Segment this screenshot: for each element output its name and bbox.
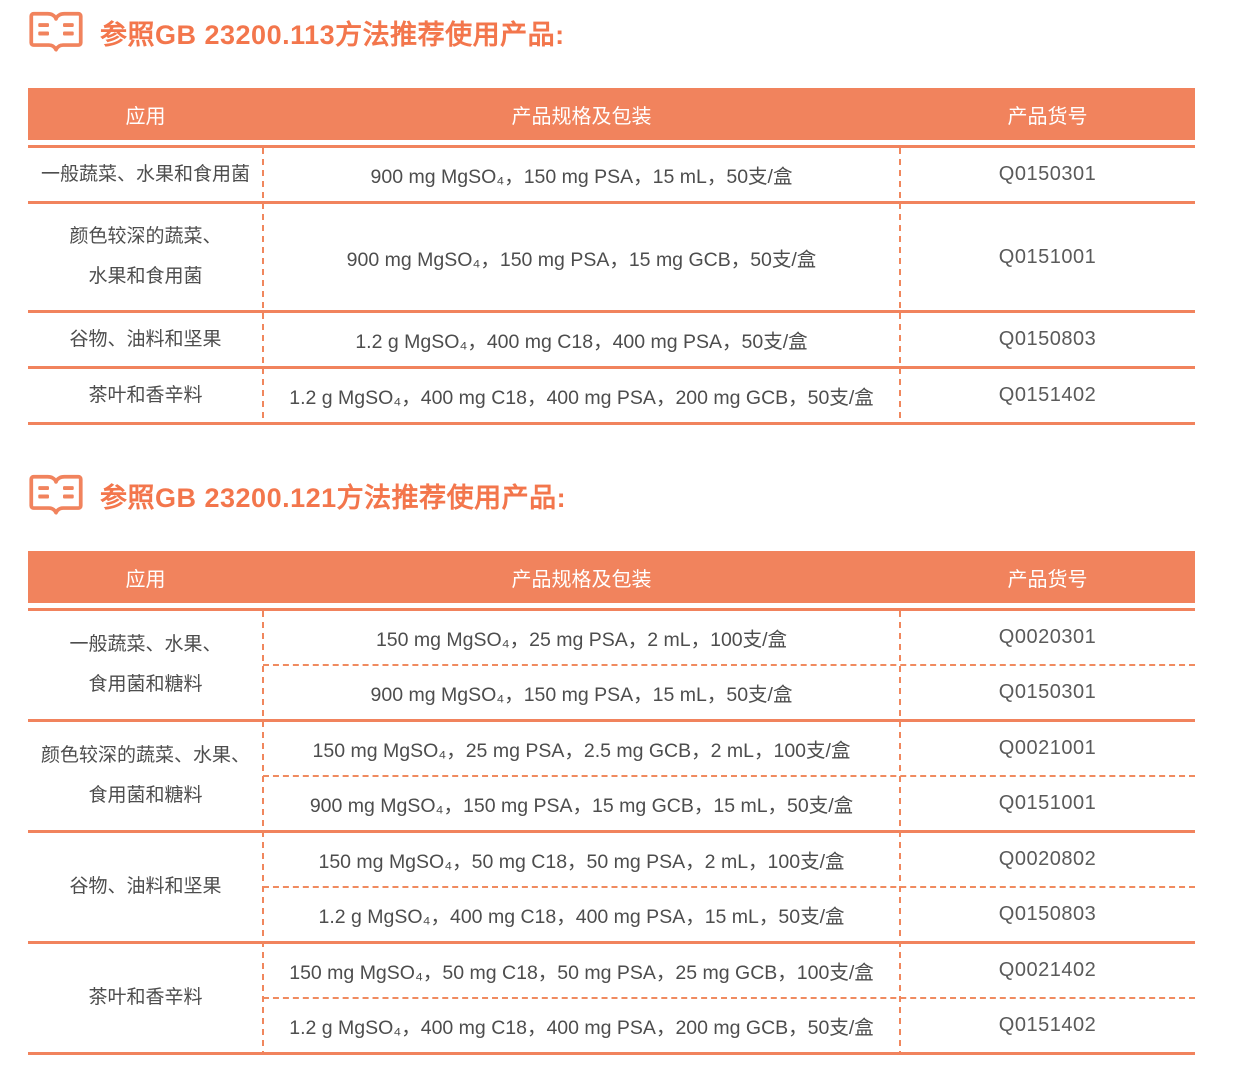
spec-cell: 1.2 g MgSO₄，400 mg C18，400 mg PSA，15 mL，…	[318, 906, 845, 928]
section-gb-23200-121: 参照GB 23200.121方法推荐使用产品: 应用 产品规格及包装 产品货号 …	[28, 471, 1195, 1055]
code-cell: Q0151001	[998, 245, 1097, 268]
spec-cell: 1.2 g MgSO₄，400 mg C18，400 mg PSA，200 mg…	[289, 387, 874, 409]
spec-cell: 150 mg MgSO₄，50 mg C18，50 mg PSA，25 mg G…	[289, 962, 874, 984]
application-cell: 茶叶和香辛料	[88, 987, 203, 1008]
section-gb-23200-113: 参照GB 23200.113方法推荐使用产品: 应用 产品规格及包装 产品货号 …	[28, 8, 1195, 425]
open-book-icon	[28, 473, 84, 517]
column-divider-2	[899, 148, 901, 422]
code-cell: Q0151402	[998, 1014, 1097, 1036]
column-header-code: 产品货号	[1007, 105, 1088, 128]
code-cell: Q0151402	[998, 384, 1097, 406]
application-cell: 茶叶和香辛料	[88, 384, 203, 406]
open-book-icon	[28, 10, 84, 54]
table-row: 颜色较深的蔬菜、 水果和食用菌 900 mg MgSO₄，150 mg PSA，…	[28, 201, 1195, 310]
application-cell: 一般蔬菜、水果、 食用菌和糖料	[69, 634, 222, 695]
table-row: 一般蔬菜、水果和食用菌 900 mg MgSO₄，150 mg PSA，15 m…	[28, 148, 1195, 201]
column-divider-1	[262, 611, 264, 1052]
table-body: 一般蔬菜、水果、 食用菌和糖料 150 mg MgSO₄，25 mg PSA，2…	[28, 608, 1195, 1055]
application-cell: 一般蔬菜、水果和食用菌	[40, 163, 250, 185]
table-row-group: 谷物、油料和坚果 150 mg MgSO₄，50 mg C18，50 mg PS…	[28, 830, 1195, 941]
table-body: 一般蔬菜、水果和食用菌 900 mg MgSO₄，150 mg PSA，15 m…	[28, 145, 1195, 425]
code-cell: Q0020301	[998, 626, 1097, 648]
application-cell: 颜色较深的蔬菜、水果、 食用菌和糖料	[40, 745, 250, 806]
spec-cell: 1.2 g MgSO₄，400 mg C18，400 mg PSA，200 mg…	[289, 1017, 874, 1039]
column-header-code: 产品货号	[1007, 568, 1088, 591]
table-header-row: 应用 产品规格及包装 产品货号	[28, 88, 1195, 140]
code-cell: Q0021402	[998, 959, 1097, 981]
code-cell: Q0150301	[998, 681, 1097, 703]
table-row-group: 一般蔬菜、水果、 食用菌和糖料 150 mg MgSO₄，25 mg PSA，2…	[28, 611, 1195, 719]
product-table-121: 应用 产品规格及包装 产品货号 一般蔬菜、水果、 食用菌和糖料 150 mg M…	[28, 551, 1195, 1055]
table-row: 谷物、油料和坚果 1.2 g MgSO₄，400 mg C18，400 mg P…	[28, 310, 1195, 366]
spec-cell: 150 mg MgSO₄，50 mg C18，50 mg PSA，2 mL，10…	[318, 851, 845, 873]
column-header-spec: 产品规格及包装	[511, 568, 652, 591]
column-header-application: 应用	[125, 105, 166, 128]
spec-cell: 900 mg MgSO₄，150 mg PSA，15 mg GCB，15 mL，…	[309, 795, 854, 817]
table-header-row: 应用 产品规格及包装 产品货号	[28, 551, 1195, 603]
section-title: 参照GB 23200.113方法推荐使用产品:	[100, 19, 565, 50]
section-title: 参照GB 23200.121方法推荐使用产品:	[100, 482, 567, 513]
spec-cell: 150 mg MgSO₄，25 mg PSA，2 mL，100支/盒	[375, 629, 788, 651]
code-cell: Q0020802	[998, 848, 1097, 870]
table-row: 茶叶和香辛料 1.2 g MgSO₄，400 mg C18，400 mg PSA…	[28, 366, 1195, 422]
table-row-group: 颜色较深的蔬菜、水果、 食用菌和糖料 150 mg MgSO₄，25 mg PS…	[28, 719, 1195, 830]
column-header-application: 应用	[125, 568, 166, 591]
column-divider-2	[899, 611, 901, 1052]
spec-cell: 150 mg MgSO₄，25 mg PSA，2.5 mg GCB，2 mL，1…	[312, 740, 851, 762]
table-row-group: 茶叶和香辛料 150 mg MgSO₄，50 mg C18，50 mg PSA，…	[28, 941, 1195, 1052]
spec-cell: 900 mg MgSO₄，150 mg PSA，15 mg GCB，50支/盒	[346, 248, 817, 271]
column-header-spec: 产品规格及包装	[511, 105, 652, 128]
application-cell: 谷物、油料和坚果	[69, 328, 222, 350]
code-cell: Q0021001	[998, 737, 1097, 759]
code-cell: Q0150803	[998, 903, 1097, 925]
code-cell: Q0150301	[998, 163, 1097, 185]
product-table-113: 应用 产品规格及包装 产品货号 一般蔬菜、水果和食用菌 900 mg MgSO₄…	[28, 88, 1195, 425]
section-heading: 参照GB 23200.113方法推荐使用产品:	[28, 8, 1195, 56]
application-cell: 颜色较深的蔬菜、 水果和食用菌	[69, 226, 222, 287]
section-heading: 参照GB 23200.121方法推荐使用产品:	[28, 471, 1195, 519]
spec-cell: 900 mg MgSO₄，150 mg PSA，15 mL，50支/盒	[370, 166, 793, 188]
code-cell: Q0150803	[998, 328, 1097, 350]
code-cell: Q0151001	[998, 792, 1097, 814]
column-divider-1	[262, 148, 264, 422]
spec-cell: 900 mg MgSO₄，150 mg PSA，15 mL，50支/盒	[370, 684, 793, 706]
application-cell: 谷物、油料和坚果	[69, 876, 222, 897]
spec-cell: 1.2 g MgSO₄，400 mg C18，400 mg PSA，50支/盒	[355, 331, 808, 353]
